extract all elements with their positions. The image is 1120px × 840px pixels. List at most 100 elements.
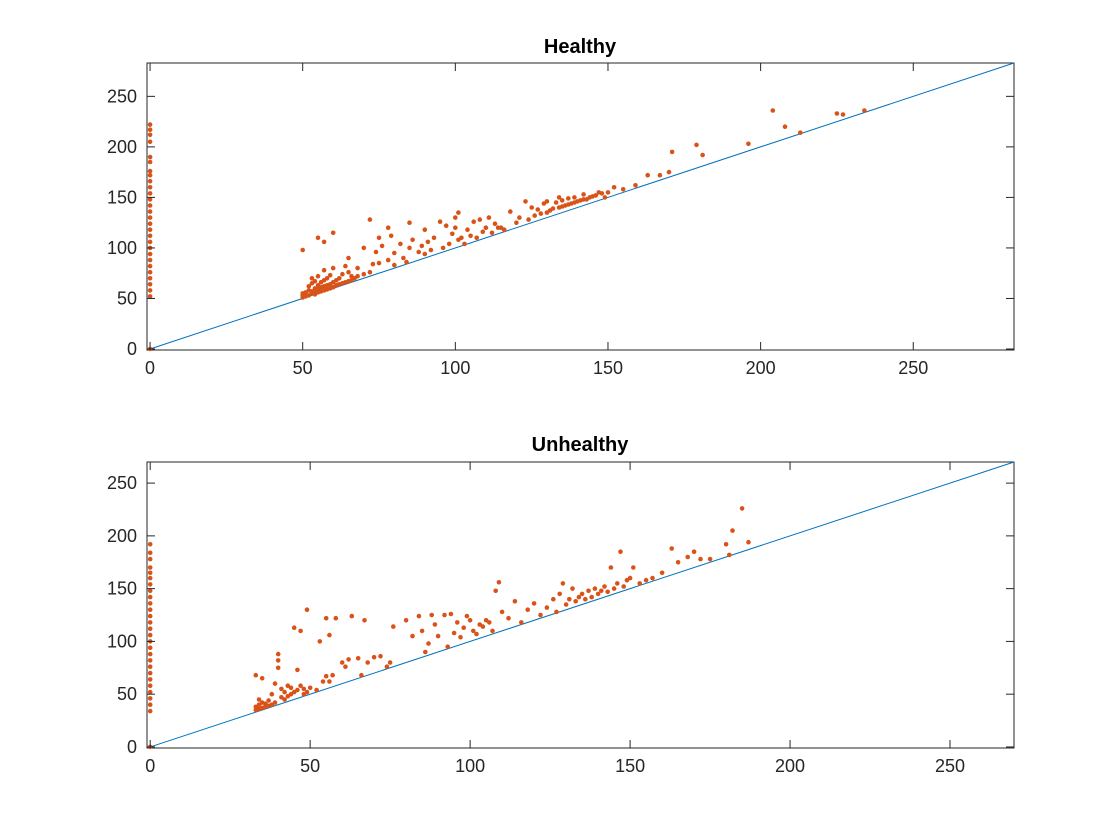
- data-point: [361, 271, 367, 277]
- data-point: [147, 689, 153, 695]
- data-point: [147, 620, 153, 625]
- data-point: [573, 599, 578, 604]
- data-point: [333, 615, 339, 621]
- data-point: [147, 159, 153, 165]
- data-point: [419, 628, 425, 634]
- data-point: [471, 219, 477, 224]
- data-point: [446, 241, 452, 247]
- data-point: [147, 565, 153, 570]
- x-tick-label: 0: [145, 358, 155, 378]
- data-point: [343, 263, 348, 269]
- data-point: [589, 594, 594, 600]
- data-point: [566, 196, 571, 201]
- data-point: [147, 288, 153, 293]
- data-point: [391, 624, 396, 629]
- y-tick-label: 200: [107, 137, 137, 157]
- data-point: [147, 294, 153, 299]
- data-point: [834, 111, 840, 116]
- data-point: [147, 132, 153, 138]
- data-point: [282, 697, 287, 702]
- data-point: [147, 209, 153, 214]
- data-point: [432, 622, 438, 627]
- identity-line-unhealthy: [150, 461, 1015, 748]
- data-point: [324, 276, 330, 281]
- data-point: [259, 676, 265, 681]
- data-point: [147, 613, 153, 619]
- data-point: [650, 575, 655, 581]
- data-point: [315, 235, 321, 241]
- data-point: [147, 632, 153, 638]
- data-point: [657, 172, 663, 178]
- data-point: [384, 664, 390, 669]
- data-point: [330, 230, 336, 236]
- data-point: [147, 601, 153, 606]
- data-point: [388, 233, 394, 239]
- x-tick-label: 100: [440, 358, 470, 378]
- x-tick-label: 250: [935, 756, 965, 776]
- data-point: [346, 657, 351, 662]
- data-point: [593, 193, 599, 198]
- data-point: [456, 210, 461, 215]
- data-point: [448, 611, 454, 617]
- y-axis-ticks-healthy: 0 50 100 150 200 250: [107, 86, 1014, 359]
- data-point: [355, 265, 360, 271]
- data-point: [442, 612, 447, 618]
- data-point: [493, 588, 499, 594]
- data-point: [669, 149, 675, 155]
- data-point: [337, 276, 342, 281]
- data-point: [615, 581, 620, 586]
- data-point: [147, 251, 153, 257]
- data-point: [544, 605, 550, 610]
- data-point: [643, 577, 649, 583]
- data-point: [147, 542, 153, 547]
- data-point: [517, 215, 522, 220]
- y-tick-label: 150: [107, 579, 137, 599]
- data-point: [425, 239, 431, 245]
- data-point: [298, 628, 303, 634]
- data-point: [387, 660, 393, 665]
- data-point: [327, 632, 332, 638]
- data-point: [346, 269, 351, 275]
- data-point: [317, 639, 323, 644]
- data-point: [147, 276, 153, 281]
- data-point: [256, 697, 262, 702]
- data-point: [339, 660, 345, 665]
- data-point: [605, 589, 610, 595]
- data-point: [295, 667, 300, 673]
- data-point: [403, 618, 409, 623]
- data-point: [275, 658, 281, 663]
- data-point: [445, 644, 451, 649]
- data-point: [147, 197, 153, 202]
- chart-title-healthy: Healthy: [544, 36, 617, 58]
- data-point: [147, 215, 153, 220]
- data-point: [147, 178, 153, 184]
- data-point: [459, 235, 464, 241]
- data-point: [467, 618, 473, 623]
- data-point: [576, 594, 582, 600]
- data-point: [147, 122, 153, 127]
- data-point: [147, 221, 153, 226]
- data-point: [563, 602, 569, 607]
- reference-line-unhealthy: [150, 461, 1015, 748]
- data-point: [370, 261, 376, 267]
- data-point: [295, 687, 300, 693]
- data-point: [560, 581, 566, 586]
- data-point: [147, 203, 153, 208]
- x-tick-label: 200: [746, 358, 776, 378]
- data-point: [458, 634, 463, 640]
- data-point: [147, 607, 153, 612]
- data-point: [556, 195, 562, 200]
- x-tick-label: 250: [898, 358, 928, 378]
- data-point: [298, 683, 303, 688]
- data-point: [410, 237, 415, 243]
- data-point: [147, 172, 153, 178]
- chart-panel-healthy: Healthy 0 50 100 150 200 250 0 50 100 150 200 250: [107, 36, 1015, 378]
- data-point: [282, 689, 287, 695]
- data-point: [532, 213, 537, 218]
- data-point: [355, 656, 361, 661]
- data-point: [147, 677, 153, 682]
- data-point: [633, 183, 638, 188]
- x-tick-label: 100: [455, 756, 485, 776]
- data-point: [490, 628, 495, 634]
